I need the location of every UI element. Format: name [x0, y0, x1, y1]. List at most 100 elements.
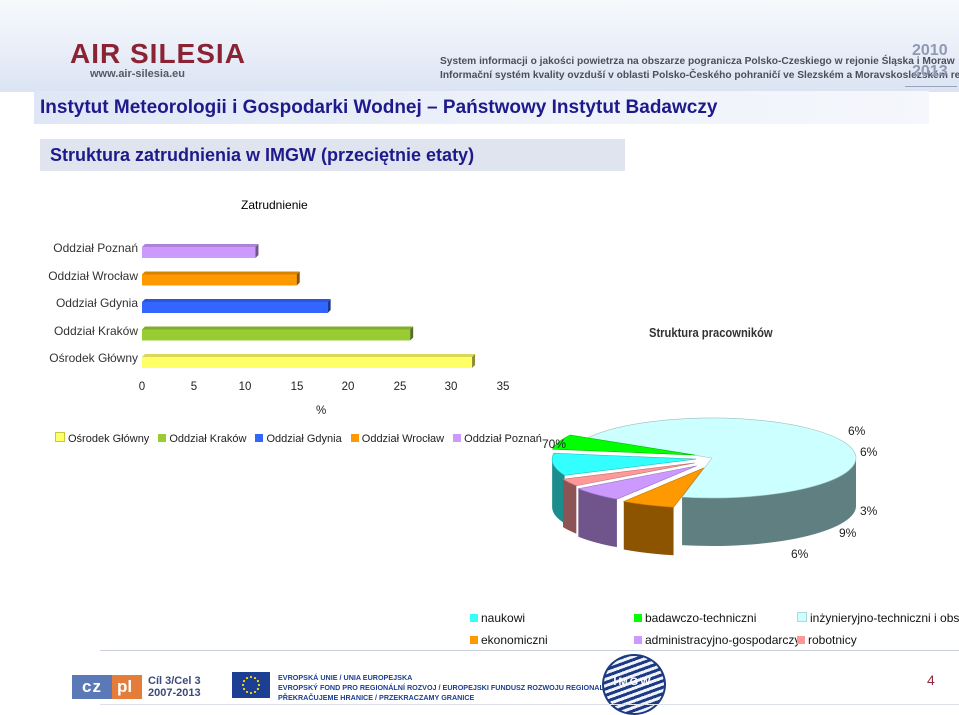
pie-slice: [552, 434, 696, 456]
legend-label: Oddział Gdynia: [266, 433, 342, 445]
x-tick-label: 35: [496, 381, 510, 393]
pie-value-label: 6%: [860, 445, 878, 459]
legend-label: inżynieryjno-techniczni i obsługi: [810, 611, 959, 625]
legend-label: badawczo-techniczni: [645, 611, 757, 625]
bar-category-label: Oddział Wrocław: [48, 269, 138, 283]
bar-mark: [142, 326, 414, 341]
pie-slice: [562, 462, 695, 487]
pie-slice-side: [623, 501, 674, 556]
bar-category-label: Ośrodek Główny: [49, 351, 138, 365]
pie-legend-item: naukowi: [470, 611, 525, 625]
year-end: 2013: [912, 63, 948, 80]
header-banner: [0, 0, 959, 92]
pie-legend-item: inżynieryjno-techniczni i obsługi: [797, 611, 959, 625]
bar-chart-plot: [142, 244, 476, 368]
cil3-logo: Cíl 3/Cel 3 2007-2013: [148, 675, 201, 699]
x-tick-label: 25: [393, 381, 407, 393]
pie-value-label: 70%: [542, 437, 567, 451]
bar-category-label: Oddział Kraków: [53, 324, 138, 338]
x-tick-label: 20: [341, 381, 355, 393]
legend-swatch: [634, 636, 642, 644]
imgw-logo-text: IMGW: [613, 676, 653, 688]
bar-legend: Ośrodek Główny Oddział Kraków Oddział Gd…: [55, 432, 548, 445]
institute-title-band: [34, 91, 929, 124]
pie-legend-item: robotnicy: [797, 633, 857, 647]
bar-mark: [142, 299, 331, 313]
x-tick-label: 5: [190, 381, 198, 393]
pie-slice: [586, 417, 857, 499]
pie-slice-side: [682, 458, 856, 546]
bar-chart-title: Zatrudnienie: [241, 198, 308, 212]
air-silesia-logo: AIR SILESIA: [70, 38, 246, 69]
year-start: 2010: [912, 42, 948, 59]
pl-logo-text: pl: [117, 677, 133, 696]
pie-value-label: 6%: [848, 424, 866, 438]
legend-swatch: [158, 434, 167, 442]
eu-line-3: PŘEKRAČUJEME HRANICE / PRZEKRACZAMY GRAN…: [278, 693, 475, 702]
pie-slice: [551, 452, 697, 476]
legend-swatch: [797, 636, 805, 644]
eu-line-2: EVROPSKÝ FOND PRO REGIONÁLNÍ ROZVOJ / EU…: [278, 683, 626, 692]
bar-legend-item: Oddział Poznań: [453, 433, 542, 445]
legend-swatch: [55, 432, 65, 442]
bar-mark: [142, 244, 259, 258]
x-tick-label: 10: [238, 381, 252, 393]
legend-swatch: [255, 434, 264, 442]
pie-legend-item: ekonomiczni: [470, 633, 548, 647]
pie-slice-side: [563, 479, 577, 534]
bar-legend-item: Ośrodek Główny: [55, 432, 149, 445]
bar-legend-item: Oddział Gdynia: [255, 433, 342, 445]
pie-slice-side: [552, 459, 565, 524]
legend-swatch: [470, 614, 478, 622]
legend-label: Ośrodek Główny: [68, 433, 150, 445]
legend-label: Oddział Poznań: [464, 433, 542, 445]
institute-title: Instytut Meteorologii i Gospodarki Wodne…: [40, 97, 718, 118]
pie-slice: [622, 467, 705, 508]
eu-stars-icon: [241, 675, 261, 695]
eu-flag-icon: [232, 672, 270, 698]
pie-slice-side: [578, 488, 617, 548]
footer-bottom-line: [100, 704, 959, 705]
bar-legend-item: Oddział Kraków: [158, 433, 246, 445]
pie-value-label: 3%: [860, 504, 878, 518]
pie-chart-plot: [551, 417, 857, 556]
bar-mark: [142, 271, 300, 286]
pie-value-label: 9%: [839, 526, 857, 540]
legend-label: Oddział Wrocław: [361, 433, 445, 445]
legend-swatch: [470, 636, 478, 644]
x-axis-label: %: [316, 405, 327, 417]
legend-swatch: [634, 614, 642, 622]
legend-swatch: [797, 612, 807, 622]
subtitle-band: [40, 139, 625, 171]
bar-category-label: Oddział Poznań: [53, 241, 138, 255]
legend-swatch: [350, 434, 359, 442]
cz-logo-text: cz: [82, 677, 102, 696]
cil3-years: 2007-2013: [148, 687, 201, 699]
slide-subtitle: Struktura zatrudnienia w IMGW (przeciętn…: [50, 145, 475, 165]
bar-legend-item: Oddział Wrocław: [350, 433, 445, 445]
page-number: 4: [927, 672, 935, 688]
legend-label: Oddział Kraków: [169, 433, 247, 445]
x-tick-label: 0: [138, 381, 146, 393]
pie-slice: [577, 465, 697, 500]
tagline-czech: Informační systém kvality ovzduší v obla…: [440, 70, 959, 81]
legend-label: administracyjno-gospodarczy: [645, 633, 801, 647]
x-tick-label: 15: [290, 381, 304, 393]
pie-value-label: 6%: [791, 547, 809, 561]
header-divider: [905, 86, 957, 87]
eu-line-1: EVROPSKÁ UNIE / UNIA EUROPEJSKA: [278, 673, 413, 682]
legend-label: naukowi: [481, 611, 526, 625]
pl-logo-box: [112, 675, 142, 699]
tagline-polish: System informacji o jakości powietrza na…: [440, 56, 955, 67]
x-tick-label: 30: [444, 381, 458, 393]
bar-category-label: Oddział Gdynia: [55, 296, 138, 310]
pie-chart-title: Struktura pracowników: [649, 325, 773, 340]
cil3-label: Cíl 3/Cel 3: [148, 675, 201, 687]
legend-swatch: [453, 434, 462, 442]
legend-label: robotnicy: [808, 633, 857, 647]
bar-mark: [142, 354, 476, 368]
logo-url: www.air-silesia.eu: [90, 68, 185, 80]
footer-divider: [100, 650, 959, 651]
pie-legend-item: badawczo-techniczni: [634, 611, 756, 625]
